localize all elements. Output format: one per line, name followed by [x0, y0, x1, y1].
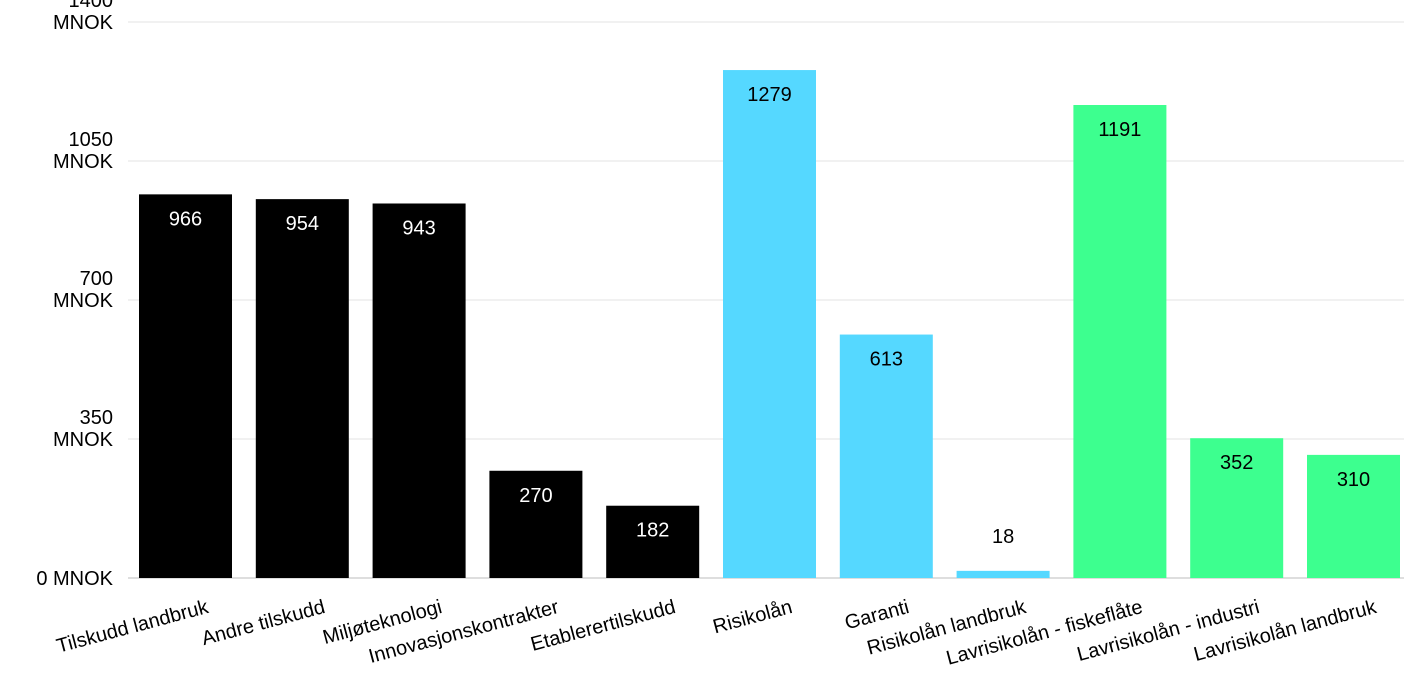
bar-value-label: 1191 — [1098, 119, 1141, 141]
bar — [1073, 105, 1167, 578]
y-axis: 0 MNOK 350 MNOK 700 MNOK 1050 MNOK 1400 MNOK — [36, 0, 113, 590]
bar — [839, 334, 933, 578]
bar-value-label: 182 — [636, 520, 669, 542]
y-tick-label: 1050 MNOK — [53, 129, 114, 173]
bar — [1307, 454, 1400, 578]
y-tick-label: 700 MNOK — [53, 268, 114, 312]
bar — [139, 194, 232, 579]
bar-value-label: 954 — [286, 213, 319, 235]
bar — [372, 203, 466, 578]
bar — [1190, 438, 1284, 578]
bar — [489, 470, 583, 578]
bar-value-label: 613 — [870, 349, 903, 371]
bar — [956, 570, 1050, 578]
bar-value-label: 1279 — [747, 84, 792, 106]
bar-value-label: 943 — [402, 217, 435, 239]
bar — [606, 505, 700, 578]
bar — [723, 70, 816, 578]
bar-value-label: 310 — [1337, 469, 1370, 491]
y-tick-label: 1400 MNOK — [53, 0, 114, 34]
x-category-label: Risikolån — [711, 596, 795, 638]
y-tick-label: 350 MNOK — [53, 407, 114, 451]
value-labels: 966 954 943 270 182 1279 613 18 1191 352 310 — [169, 84, 1370, 548]
bar — [255, 199, 349, 578]
y-tick-label: 0 MNOK — [36, 568, 113, 590]
x-category-label: Lavrisikolån - fiskeflåte — [944, 596, 1145, 670]
bar-value-label: 270 — [519, 485, 552, 507]
bar-value-label: 966 — [169, 208, 202, 230]
x-category-label: Andre tilskudd — [199, 596, 327, 650]
bar-value-label: 352 — [1220, 452, 1253, 474]
bar-value-label: 18 — [992, 526, 1014, 548]
x-category-label: Tilskudd landbruk — [54, 596, 211, 658]
bars — [139, 70, 1400, 579]
